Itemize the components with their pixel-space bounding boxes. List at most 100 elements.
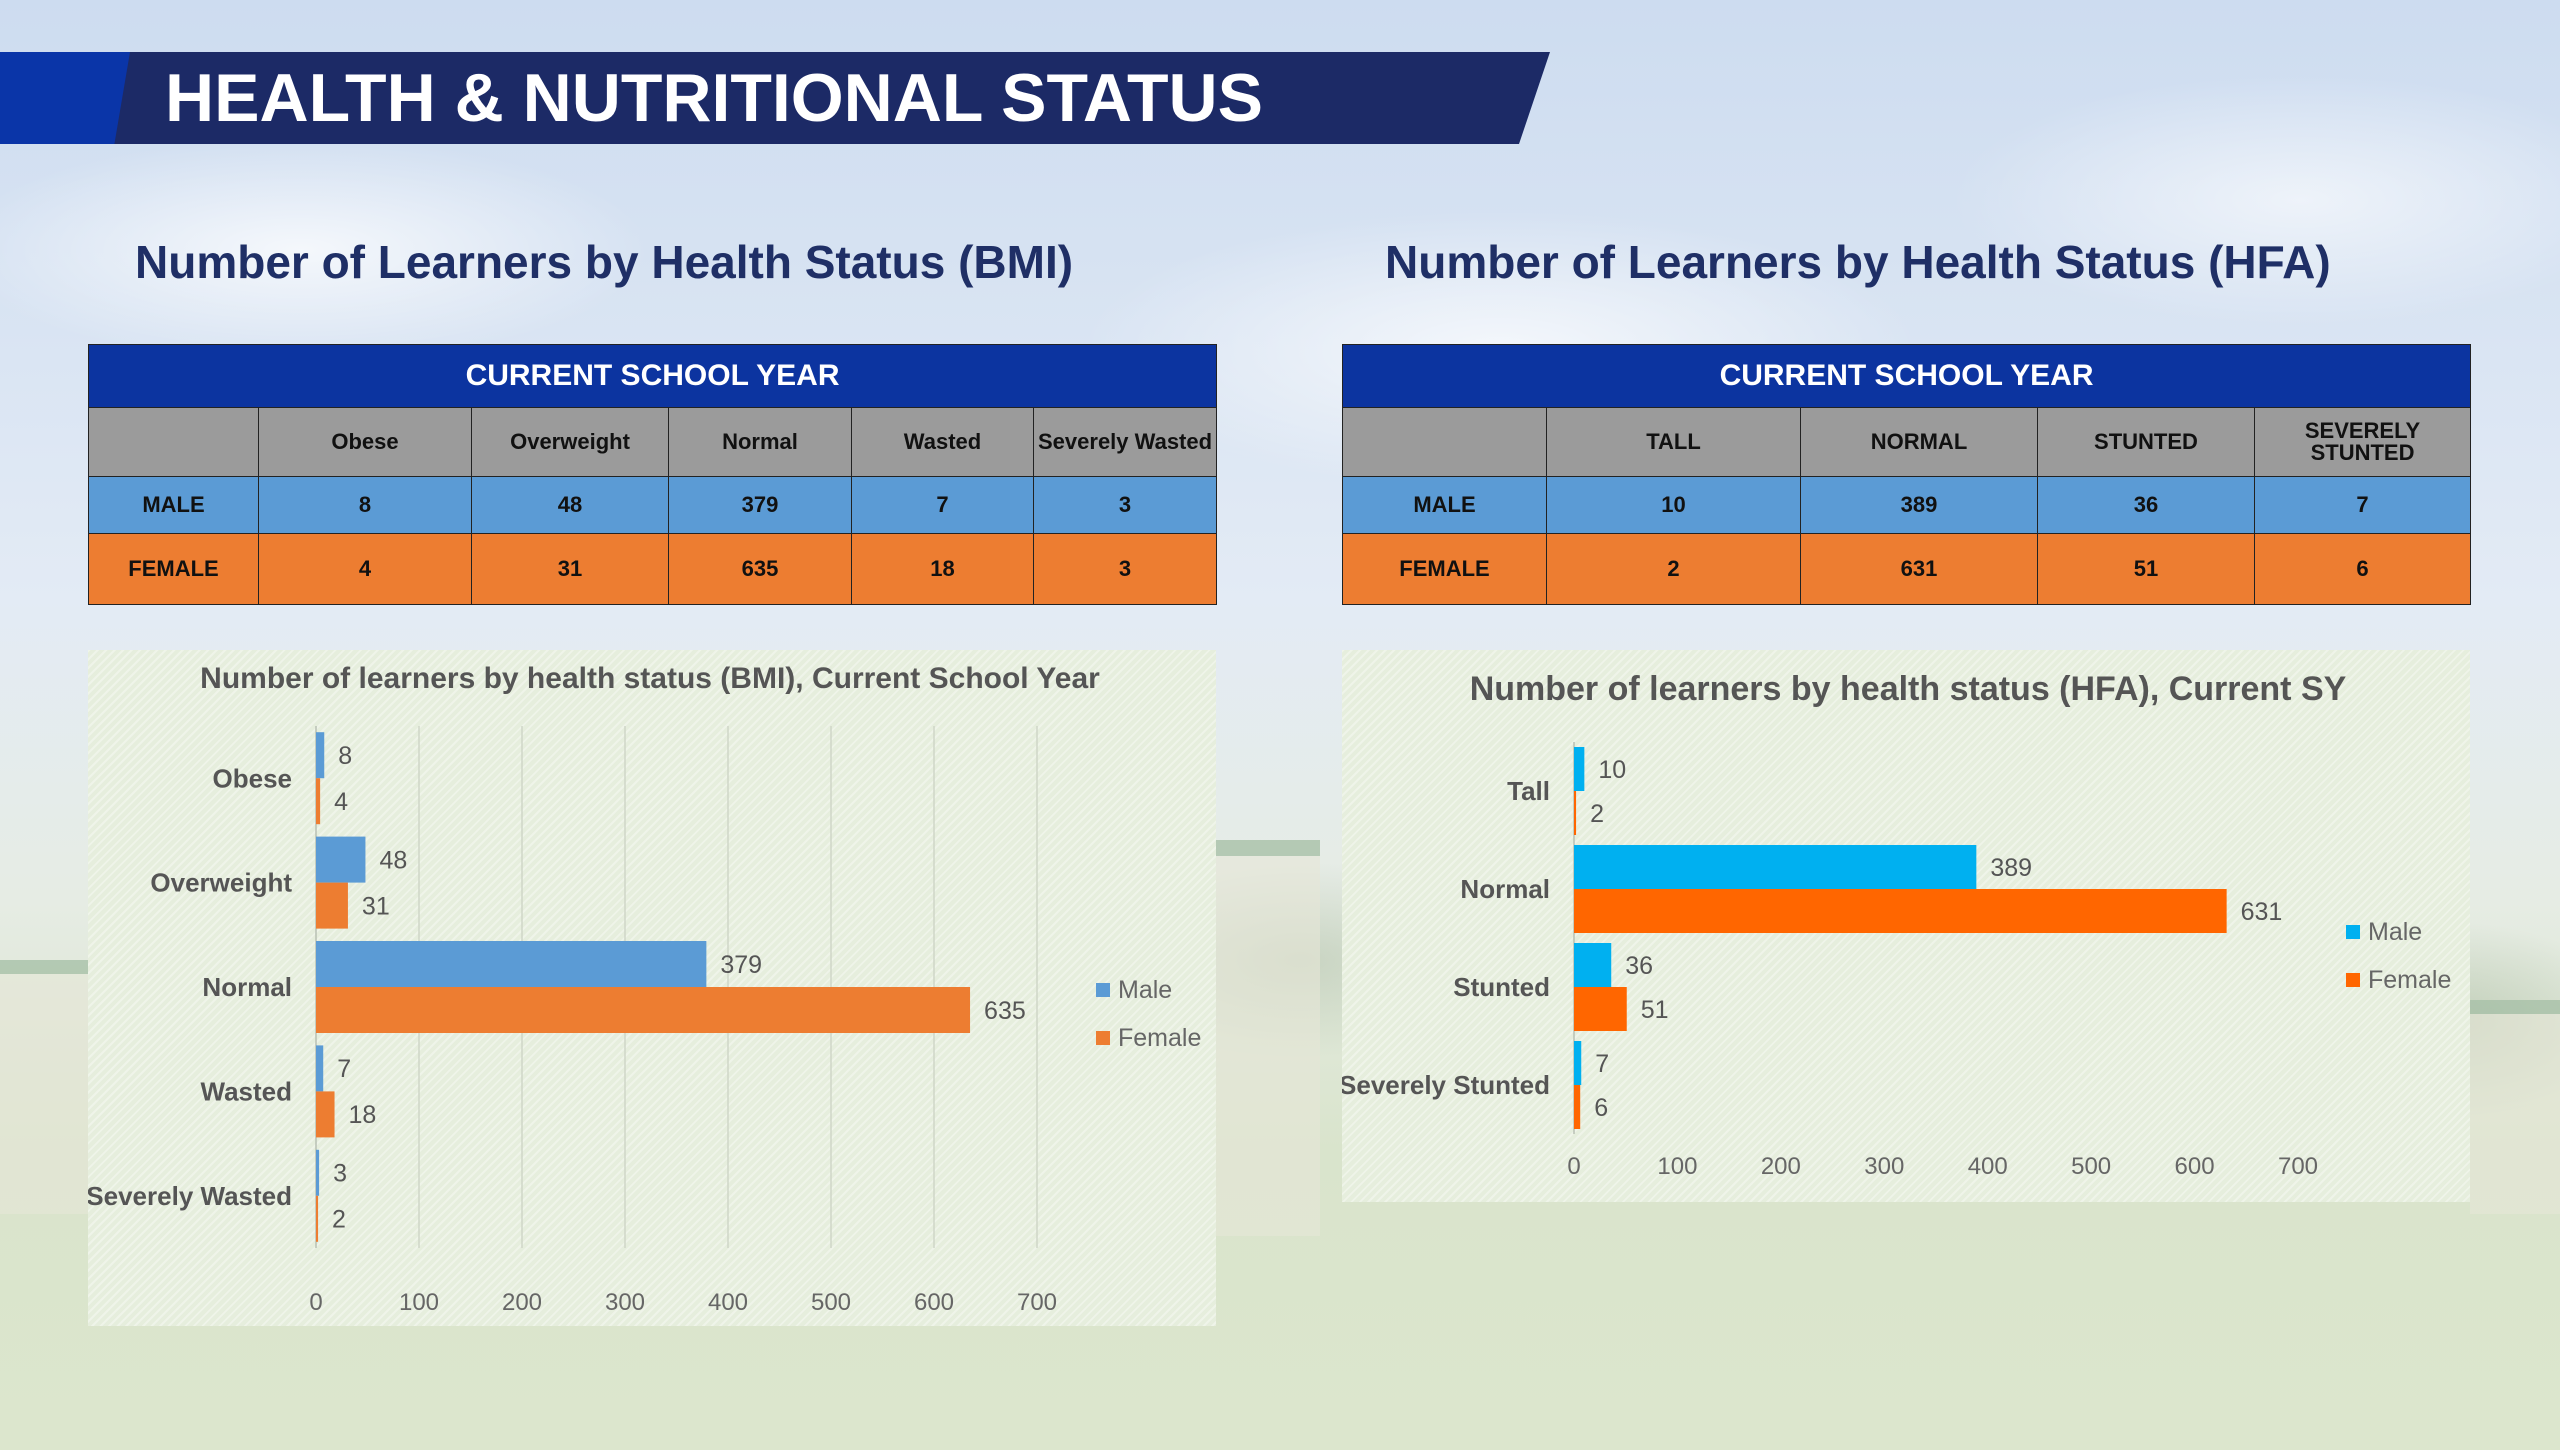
data-label: 4 xyxy=(334,788,348,816)
bar-female xyxy=(1574,791,1577,835)
x-tick-label: 700 xyxy=(1017,1289,1057,1316)
x-tick-label: 0 xyxy=(309,1289,322,1316)
category-label: Wasted xyxy=(201,1077,293,1107)
x-tick-label: 500 xyxy=(2071,1153,2111,1180)
column-header: Severely Wasted xyxy=(1032,407,1218,477)
bar-male xyxy=(1574,943,1612,987)
x-tick-label: 400 xyxy=(1968,1153,2008,1180)
table-cell: 7 xyxy=(851,476,1034,534)
data-label: 8 xyxy=(338,742,352,770)
title-banner xyxy=(0,52,1550,144)
x-tick-label: 100 xyxy=(399,1289,439,1316)
bar-female xyxy=(316,1091,335,1138)
table-cell: 18 xyxy=(851,533,1034,605)
table-cell: 4 xyxy=(258,533,472,605)
data-label: 6 xyxy=(1594,1094,1608,1122)
bmi-table-header: Obese Overweight Normal Wasted Severely … xyxy=(88,407,1218,477)
background-building-right xyxy=(2470,1000,2560,1214)
column-header: TALL xyxy=(1546,407,1801,477)
bar-female xyxy=(316,987,971,1033)
column-header: Overweight xyxy=(471,407,669,477)
background-building-left xyxy=(0,960,90,1214)
bar-female xyxy=(1574,889,2227,933)
x-tick-label: 600 xyxy=(914,1289,954,1316)
x-tick-label: 600 xyxy=(2175,1153,2215,1180)
row-label: FEMALE xyxy=(88,533,259,605)
row-label: MALE xyxy=(88,476,259,534)
table-row: MALE 10 389 36 7 xyxy=(1342,476,2472,534)
bar-male xyxy=(316,1149,320,1196)
data-label: 48 xyxy=(379,846,407,874)
legend-swatch xyxy=(2346,973,2360,987)
x-tick-label: 100 xyxy=(1657,1153,1697,1180)
bmi-table: CURRENT SCHOOL YEAR Obese Overweight Nor… xyxy=(87,344,1218,605)
table-cell: 6 xyxy=(2253,533,2472,605)
column-header: STUNTED xyxy=(2037,407,2255,477)
hfa-heading: Number of Learners by Health Status (HFA… xyxy=(1385,236,2331,288)
x-tick-label: 700 xyxy=(2278,1153,2318,1180)
row-label: MALE xyxy=(1342,476,1547,534)
hfa-chart-svg: Number of learners by health status (HFA… xyxy=(1342,670,2451,1180)
table-cell: 3 xyxy=(1032,533,1218,605)
table-cell: 51 xyxy=(2037,533,2255,605)
column-header: SEVERELY STUNTED xyxy=(2253,407,2472,477)
table-cell: 379 xyxy=(668,476,852,534)
legend-label: Male xyxy=(1118,976,1172,1004)
category-label: Normal xyxy=(1460,874,1550,904)
data-label: 379 xyxy=(720,951,762,979)
bar-female xyxy=(1574,1085,1581,1129)
category-label: Severely Wasted xyxy=(88,1181,292,1211)
bar-female xyxy=(316,1195,319,1242)
column-header xyxy=(1342,407,1547,477)
column-header: Normal xyxy=(668,407,852,477)
data-label: 36 xyxy=(1625,952,1653,980)
chart-title: Number of learners by health status (BMI… xyxy=(200,662,1100,695)
hfa-table-caption: CURRENT SCHOOL YEAR xyxy=(1341,344,2472,408)
title-banner-accent xyxy=(0,52,130,144)
x-tick-label: 200 xyxy=(502,1289,542,1316)
chart-title: Number of learners by health status (HFA… xyxy=(1470,670,2347,708)
x-tick-label: 200 xyxy=(1761,1153,1801,1180)
x-tick-label: 300 xyxy=(1864,1153,1904,1180)
row-label: FEMALE xyxy=(1342,533,1547,605)
x-tick-label: 300 xyxy=(605,1289,645,1316)
bmi-bar-chart: Number of learners by health status (BMI… xyxy=(88,650,1216,1326)
data-label: 3 xyxy=(333,1160,347,1188)
data-label: 18 xyxy=(349,1101,377,1129)
bmi-heading: Number of Learners by Health Status (BMI… xyxy=(135,236,1074,288)
table-row: MALE 8 48 379 7 3 xyxy=(88,476,1218,534)
bar-female xyxy=(316,882,348,929)
data-label: 7 xyxy=(337,1055,351,1083)
hfa-table-header: TALL NORMAL STUNTED SEVERELY STUNTED xyxy=(1342,407,2472,477)
table-row: FEMALE 2 631 51 6 xyxy=(1342,533,2472,605)
table-cell: 31 xyxy=(471,533,669,605)
data-label: 631 xyxy=(2241,898,2283,926)
column-header: NORMAL xyxy=(1800,407,2038,477)
column-header: Wasted xyxy=(851,407,1034,477)
x-tick-label: 0 xyxy=(1567,1153,1580,1180)
legend-label: Female xyxy=(1118,1024,1201,1052)
bar-male xyxy=(1574,1041,1582,1085)
column-header: Obese xyxy=(258,407,472,477)
category-label: Overweight xyxy=(150,868,292,898)
bar-male xyxy=(1574,747,1585,791)
hfa-table: CURRENT SCHOOL YEAR TALL NORMAL STUNTED … xyxy=(1341,344,2472,605)
hfa-bar-chart: Number of learners by health status (HFA… xyxy=(1342,650,2470,1202)
x-tick-label: 500 xyxy=(811,1289,851,1316)
bar-male xyxy=(1574,845,1977,889)
table-cell: 635 xyxy=(668,533,852,605)
data-label: 389 xyxy=(1990,854,2032,882)
bar-male xyxy=(316,1045,324,1092)
category-label: Tall xyxy=(1507,776,1550,806)
data-label: 10 xyxy=(1598,756,1626,784)
legend-swatch xyxy=(1096,1031,1110,1045)
table-cell: 48 xyxy=(471,476,669,534)
table-cell: 2 xyxy=(1546,533,1801,605)
category-label: Stunted xyxy=(1453,972,1550,1002)
table-cell: 389 xyxy=(1800,476,2038,534)
table-row: FEMALE 4 31 635 18 3 xyxy=(88,533,1218,605)
bar-male xyxy=(316,732,325,779)
x-tick-label: 400 xyxy=(708,1289,748,1316)
category-label: Severely Stunted xyxy=(1342,1070,1550,1100)
data-label: 7 xyxy=(1595,1050,1609,1078)
